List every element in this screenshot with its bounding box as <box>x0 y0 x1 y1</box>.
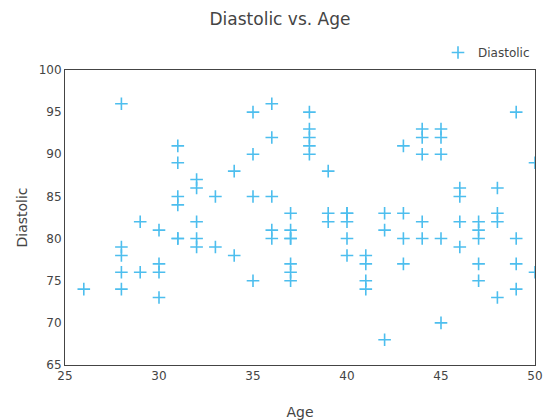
svg-text:35: 35 <box>245 369 260 383</box>
svg-text:75: 75 <box>46 274 61 288</box>
svg-text:65: 65 <box>46 358 61 372</box>
svg-text:Age: Age <box>286 404 313 420</box>
svg-text:50: 50 <box>527 369 542 383</box>
svg-text:Diastolic: Diastolic <box>478 46 530 60</box>
svg-text:45: 45 <box>433 369 448 383</box>
svg-text:40: 40 <box>339 369 354 383</box>
svg-text:25: 25 <box>57 369 72 383</box>
svg-text:30: 30 <box>151 369 166 383</box>
svg-text:Diastolic vs. Age: Diastolic vs. Age <box>210 9 351 29</box>
svg-text:70: 70 <box>46 316 61 330</box>
svg-text:100: 100 <box>39 63 62 77</box>
svg-text:85: 85 <box>46 190 61 204</box>
svg-text:90: 90 <box>46 147 61 161</box>
svg-text:Diastolic: Diastolic <box>14 187 30 247</box>
svg-text:80: 80 <box>46 232 61 246</box>
svg-text:95: 95 <box>46 105 61 119</box>
